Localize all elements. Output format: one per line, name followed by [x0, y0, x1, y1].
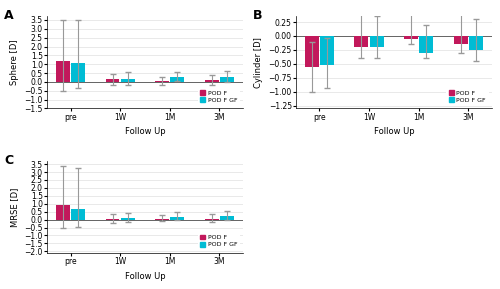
Bar [220, 77, 234, 82]
Text: B: B [253, 9, 262, 22]
Bar [454, 36, 468, 44]
X-axis label: Follow Up: Follow Up [124, 272, 165, 281]
Y-axis label: MRSE [D]: MRSE [D] [10, 187, 19, 227]
Legend: POD F, POD F GF: POD F, POD F GF [198, 88, 239, 105]
Bar [170, 217, 184, 220]
Text: A: A [4, 9, 14, 22]
Bar [220, 216, 234, 220]
Bar [469, 36, 483, 50]
Bar [420, 36, 433, 53]
Bar [170, 77, 184, 82]
X-axis label: Follow Up: Follow Up [124, 127, 165, 136]
Legend: POD F, POD F GF: POD F, POD F GF [198, 232, 239, 250]
Y-axis label: Cylinder [D]: Cylinder [D] [254, 37, 263, 88]
Text: C: C [4, 153, 13, 166]
Bar [71, 63, 85, 82]
Y-axis label: Sphere [D]: Sphere [D] [10, 40, 19, 85]
Bar [106, 79, 120, 82]
Bar [155, 81, 169, 82]
Bar [204, 80, 218, 82]
X-axis label: Follow Up: Follow Up [374, 127, 414, 136]
Bar [155, 219, 169, 220]
Bar [204, 219, 218, 220]
Legend: POD F, POD F GF: POD F, POD F GF [446, 88, 488, 105]
Bar [106, 219, 120, 220]
Bar [404, 36, 418, 39]
Bar [71, 209, 85, 220]
Bar [121, 218, 134, 220]
Bar [56, 205, 70, 220]
Bar [320, 36, 334, 65]
Bar [121, 79, 134, 82]
Bar [354, 36, 368, 47]
Bar [370, 36, 384, 47]
Bar [56, 61, 70, 82]
Bar [305, 36, 319, 67]
